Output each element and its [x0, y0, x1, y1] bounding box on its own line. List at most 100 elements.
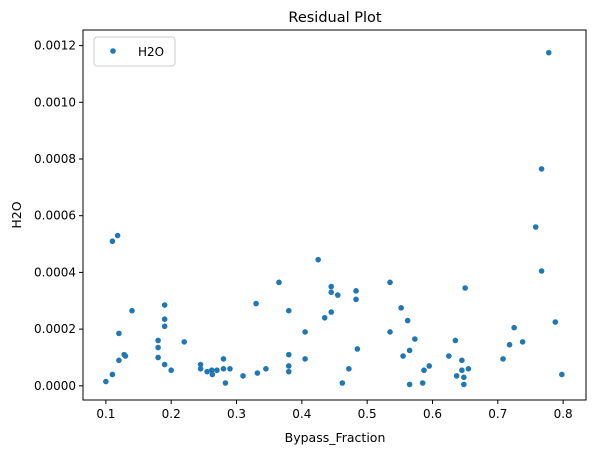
- data-point: [461, 374, 467, 381]
- data-point: [208, 367, 215, 374]
- data-point: [116, 357, 122, 364]
- data-point: [398, 305, 404, 311]
- data-point: [253, 300, 259, 307]
- data-point: [197, 366, 204, 372]
- data-point: [302, 329, 308, 335]
- data-point: [406, 347, 413, 354]
- data-point: [419, 380, 426, 386]
- data-point: [197, 361, 204, 368]
- data-point: [400, 353, 406, 359]
- data-point: [276, 279, 282, 286]
- data-point: [222, 380, 229, 386]
- x-tick-label: 0.5: [358, 407, 377, 421]
- legend-label: H2O: [138, 45, 164, 59]
- data-point: [354, 346, 361, 352]
- y-axis-label: H2O: [9, 201, 24, 228]
- data-point: [209, 371, 216, 378]
- data-point: [315, 256, 321, 263]
- data-point: [511, 324, 517, 331]
- data-point: [406, 381, 413, 388]
- data-point: [538, 268, 545, 274]
- x-tick-label: 0.3: [227, 407, 246, 421]
- y-tick-label: 0.0002: [34, 322, 76, 336]
- y-axis-ticks: 0.0000 0.0002 0.0004 0.0006 0.0008 0.0010 0.00…: [34, 39, 83, 393]
- data-point: [459, 357, 465, 364]
- x-tick-label: 0.8: [554, 407, 573, 421]
- chart-title: Residual Plot: [288, 10, 381, 26]
- data-point: [446, 353, 452, 359]
- data-point: [161, 316, 168, 323]
- data-point: [412, 336, 418, 342]
- data-point: [161, 361, 168, 368]
- data-point: [155, 337, 161, 344]
- data-point: [353, 288, 359, 294]
- y-tick-label: 0.0006: [34, 209, 76, 223]
- data-point: [109, 371, 116, 378]
- scatter-points: [103, 49, 565, 388]
- data-point: [103, 378, 109, 385]
- x-tick-label: 0.6: [423, 407, 442, 421]
- data-point: [116, 330, 122, 337]
- data-point: [254, 370, 261, 376]
- data-point: [114, 232, 121, 239]
- data-point: [263, 366, 269, 372]
- x-tick-label: 0.1: [96, 407, 115, 421]
- data-point: [404, 317, 411, 324]
- data-point: [240, 373, 246, 379]
- data-point: [328, 309, 335, 315]
- data-point: [339, 380, 346, 386]
- y-tick-label: 0.0000: [34, 379, 76, 393]
- x-axis-label: Bypass_Fraction: [285, 430, 386, 445]
- data-point: [285, 363, 292, 369]
- data-point: [387, 279, 393, 286]
- data-point: [181, 339, 188, 345]
- data-point: [459, 367, 465, 374]
- data-point: [421, 367, 427, 374]
- data-point: [122, 353, 129, 359]
- data-point: [220, 356, 227, 362]
- data-point: [353, 296, 359, 303]
- data-point: [334, 292, 341, 298]
- x-tick-label: 0.7: [488, 407, 507, 421]
- data-point: [519, 339, 526, 345]
- data-point: [461, 381, 467, 388]
- x-axis-ticks: 0.1 0.2 0.3 0.4 0.5 0.6 0.7 0.8: [96, 400, 573, 421]
- y-tick-label: 0.0012: [34, 39, 76, 53]
- data-point: [204, 368, 210, 375]
- data-point: [321, 314, 328, 321]
- data-point: [285, 351, 292, 358]
- data-point: [545, 49, 552, 56]
- data-point: [453, 373, 460, 379]
- data-point: [452, 337, 459, 344]
- data-point: [328, 283, 335, 290]
- legend: H2O: [93, 36, 176, 67]
- data-point: [285, 307, 292, 314]
- data-point: [161, 302, 168, 308]
- data-point: [129, 307, 135, 314]
- legend-box: [93, 36, 176, 67]
- data-point: [155, 344, 161, 351]
- data-point: [168, 367, 174, 374]
- data-point: [328, 289, 335, 296]
- legend-marker: [110, 48, 116, 54]
- data-point: [465, 366, 472, 372]
- y-tick-label: 0.0010: [34, 95, 76, 109]
- data-point: [161, 323, 168, 330]
- data-point: [155, 354, 161, 361]
- data-point: [387, 329, 393, 335]
- y-tick-label: 0.0008: [34, 152, 76, 166]
- data-point: [559, 371, 565, 378]
- y-tick-label: 0.0004: [34, 265, 76, 279]
- data-point: [285, 368, 292, 375]
- plot-frame: [82, 29, 587, 401]
- x-tick-label: 0.4: [292, 407, 311, 421]
- data-point: [109, 238, 116, 245]
- data-point: [220, 366, 227, 372]
- data-point: [227, 366, 233, 372]
- data-point: [426, 363, 433, 369]
- data-point: [532, 224, 539, 230]
- x-tick-label: 0.2: [162, 407, 181, 421]
- data-point: [538, 166, 545, 172]
- data-point: [346, 366, 352, 372]
